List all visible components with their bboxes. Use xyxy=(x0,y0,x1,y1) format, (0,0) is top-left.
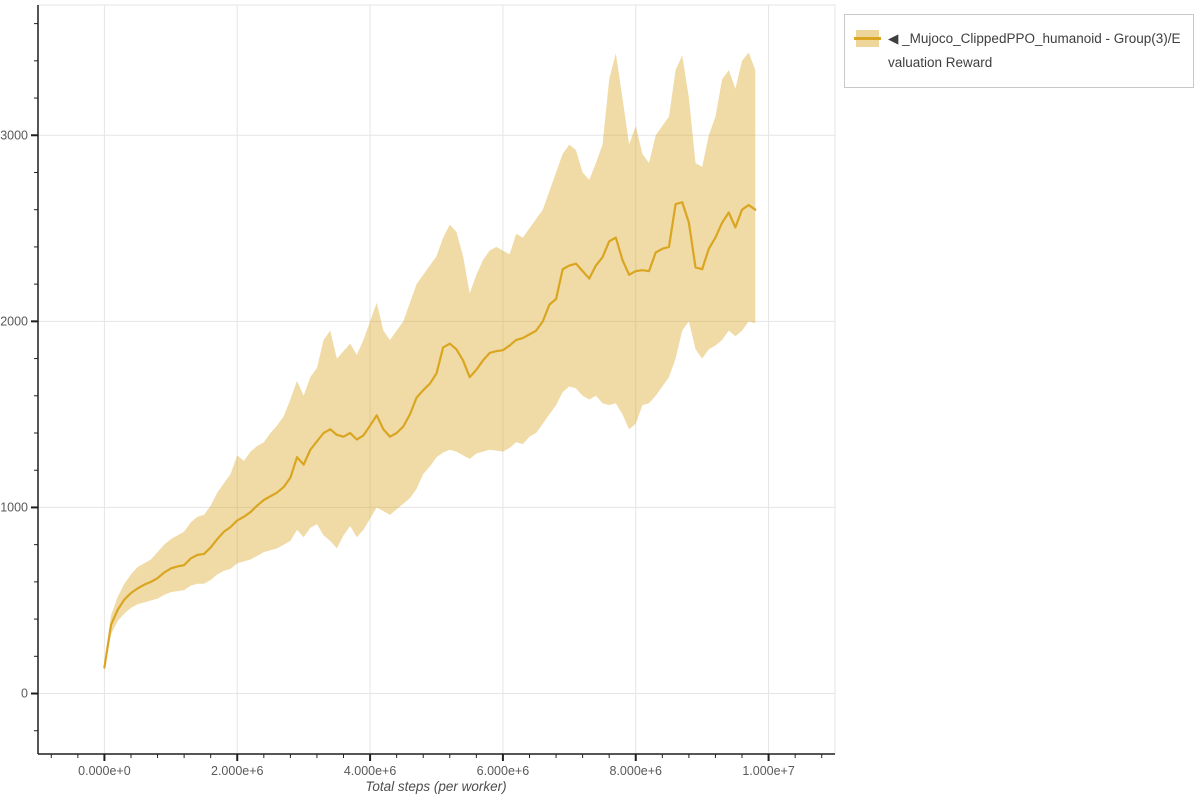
x-tick-label: 8.000e+6 xyxy=(610,764,663,778)
legend-label: ◀ _Mujoco_ClippedPPO_humanoid - Group(3)… xyxy=(888,31,1181,70)
y-tick-label: 0 xyxy=(21,687,28,701)
x-tick-label: 4.000e+6 xyxy=(344,764,397,778)
reward-mean-line xyxy=(103,201,757,669)
x-tick-label: 6.000e+6 xyxy=(477,764,530,778)
x-tick-label: 2.000e+6 xyxy=(211,764,264,778)
legend-swatch-band xyxy=(854,30,881,47)
y-tick-label: 1000 xyxy=(0,500,28,514)
y-tick-label: 2000 xyxy=(0,314,28,328)
x-tick-label: 1.000e+7 xyxy=(742,764,795,778)
x-tick-label: 0.000e+0 xyxy=(78,764,131,778)
legend-swatch-line xyxy=(854,37,881,40)
y-tick-label: 3000 xyxy=(0,128,28,142)
x-axis-title: Total steps (per worker) xyxy=(365,779,506,794)
confidence-band xyxy=(104,52,756,672)
legend[interactable]: ◀ _Mujoco_ClippedPPO_humanoid - Group(3)… xyxy=(844,14,1194,88)
